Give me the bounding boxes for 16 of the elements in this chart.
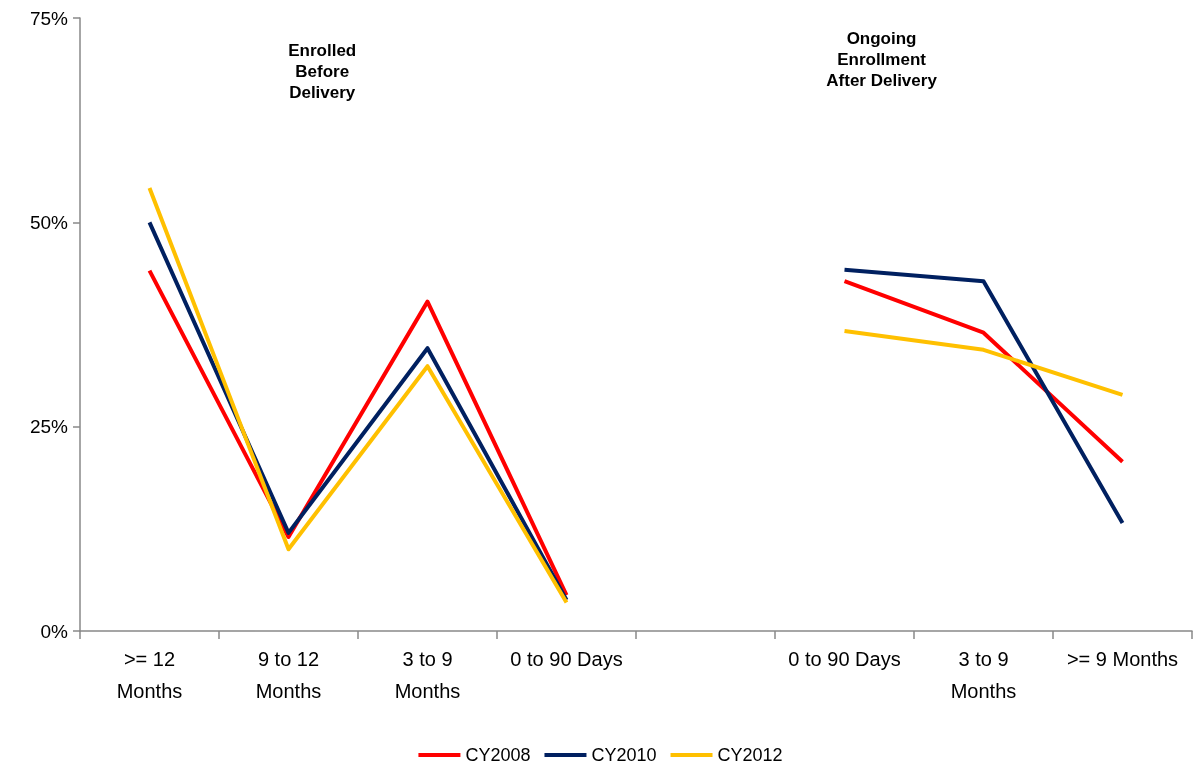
y-tick-label: 25% (29, 416, 69, 438)
legend-label: CY2008 (465, 745, 531, 765)
legend-label: CY2010 (591, 745, 657, 765)
x-tick-label: >= 12 Months (116, 648, 183, 702)
y-tick-label: 0% (40, 620, 69, 642)
x-tick-label: 3 to 9 Months (950, 648, 1017, 702)
x-tick-label: 3 to 9 Months (394, 648, 461, 702)
x-tick-label: 0 to 90 Days (788, 648, 901, 670)
x-tick-label: >= 9 Months (1066, 648, 1179, 670)
y-tick-label: 75% (29, 7, 69, 29)
annotation: Ongoing Enrollment After Delivery (826, 29, 938, 90)
y-tick-label: 50% (29, 211, 69, 233)
x-tick-label: 9 to 12 Months (255, 648, 322, 702)
legend-label: CY2012 (717, 745, 783, 765)
x-tick-label: 0 to 90 Days (510, 648, 623, 670)
annotation: Enrolled Before Delivery (288, 41, 357, 102)
